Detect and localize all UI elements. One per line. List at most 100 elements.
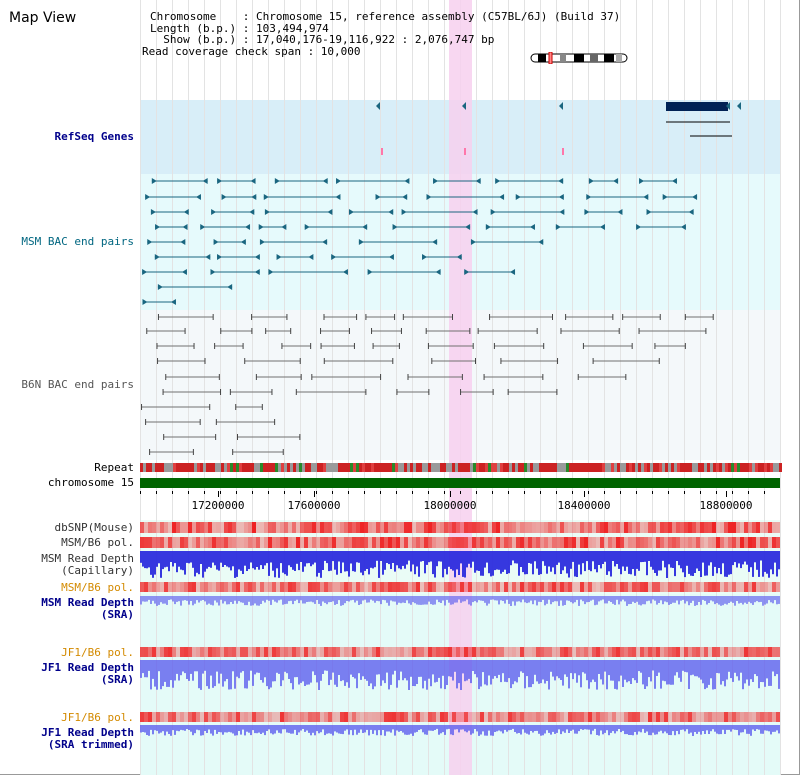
msm-sra-depth-bar[interactable] <box>194 596 196 604</box>
msm-sra-depth-bar[interactable] <box>562 596 564 606</box>
jf1-b6-pol-heat-cell[interactable] <box>740 647 744 657</box>
msm-sra-depth-bar[interactable] <box>350 596 352 601</box>
msm-sra-depth-bar[interactable] <box>508 596 510 604</box>
msm-cap-depth-bar[interactable] <box>632 551 634 569</box>
jf1-b6-pol2-heat-cell[interactable] <box>312 712 316 722</box>
repeat-segment[interactable] <box>491 463 494 472</box>
msm-b6-pol-heat-cell[interactable] <box>156 537 160 548</box>
msm-cap-depth-bar[interactable] <box>420 551 422 562</box>
msm-sra-depth-bar[interactable] <box>348 596 350 602</box>
jf1-trim-depth-bar[interactable] <box>278 725 280 733</box>
repeat-segment[interactable] <box>197 463 200 472</box>
jf1-b6-pol-heat-cell[interactable] <box>656 647 660 657</box>
msm-cap-depth-bar[interactable] <box>652 551 654 570</box>
dbsnp-heat-cell[interactable] <box>292 522 296 533</box>
dbsnp-heat-cell[interactable] <box>756 522 760 533</box>
jf1-b6-pol-heat-cell[interactable] <box>408 647 412 657</box>
msm-sra-depth-bar[interactable] <box>552 596 554 603</box>
jf1-sra-depth-bar[interactable] <box>630 660 632 684</box>
msm-sra-depth-bar[interactable] <box>368 596 370 603</box>
msm-b6-pol-heat-cell[interactable] <box>320 537 324 548</box>
msm-cap-depth-bar[interactable] <box>242 551 244 574</box>
msm-sra-depth-bar[interactable] <box>682 596 684 600</box>
msm-bac-end[interactable] <box>142 299 148 305</box>
jf1-b6-pol2-heat-cell[interactable] <box>444 712 448 722</box>
jf1-trim-depth-bar[interactable] <box>538 725 540 734</box>
msm-sra-depth-bar[interactable] <box>370 596 372 600</box>
jf1-trim-depth-bar[interactable] <box>476 725 478 732</box>
dbsnp-heat-cell[interactable] <box>656 522 660 533</box>
dbsnp-heat-cell[interactable] <box>524 522 528 533</box>
msm-cap-depth-bar[interactable] <box>676 551 678 561</box>
jf1-sra-depth-bar[interactable] <box>216 660 218 672</box>
jf1-trim-depth-bar[interactable] <box>698 725 700 732</box>
jf1-trim-depth-bar[interactable] <box>242 725 244 730</box>
msm-b6-pol2-heat-cell[interactable] <box>620 582 624 592</box>
dbsnp-heat-cell[interactable] <box>732 522 736 533</box>
jf1-sra-depth-bar[interactable] <box>524 660 526 689</box>
msm-sra-depth-bar[interactable] <box>264 596 266 603</box>
jf1-trim-depth-bar[interactable] <box>596 725 598 735</box>
jf1-b6-pol-heat-cell[interactable] <box>156 647 160 657</box>
repeat-segment[interactable] <box>659 463 662 472</box>
repeat-segment[interactable] <box>635 463 638 472</box>
msm-b6-pol-heat-cell[interactable] <box>300 537 304 548</box>
dbsnp-heat-cell[interactable] <box>676 522 680 533</box>
msm-sra-depth-bar[interactable] <box>696 596 698 606</box>
msm-b6-pol-heat-cell[interactable] <box>616 537 620 548</box>
repeat-segment[interactable] <box>554 463 557 472</box>
msm-sra-depth-bar[interactable] <box>768 596 770 601</box>
jf1-sra-depth-bar[interactable] <box>364 660 366 680</box>
msm-b6-pol-heat-cell[interactable] <box>668 537 672 548</box>
msm-b6-pol-heat-cell[interactable] <box>664 537 668 548</box>
dbsnp-heat-cell[interactable] <box>368 522 372 533</box>
jf1-sra-depth-bar[interactable] <box>762 660 764 683</box>
msm-sra-depth-bar[interactable] <box>750 596 752 604</box>
msm-cap-depth-bar[interactable] <box>740 551 742 569</box>
jf1-trim-depth-bar[interactable] <box>648 725 650 736</box>
msm-sra-depth-bar[interactable] <box>480 596 482 601</box>
msm-cap-depth-bar[interactable] <box>598 551 600 565</box>
dbsnp-heat-cell[interactable] <box>776 522 780 533</box>
msm-cap-depth-bar[interactable] <box>528 551 530 563</box>
msm-b6-pol2-heat-cell[interactable] <box>288 582 292 592</box>
msm-b6-pol2-heat-cell[interactable] <box>384 582 388 592</box>
msm-sra-depth-bar[interactable] <box>514 596 516 606</box>
jf1-b6-pol-heat-cell[interactable] <box>624 647 628 657</box>
jf1-b6-pol-heat-cell[interactable] <box>348 647 352 657</box>
dbsnp-heat-cell[interactable] <box>704 522 708 533</box>
msm-sra-depth-bar[interactable] <box>578 596 580 606</box>
msm-sra-depth-bar[interactable] <box>278 596 280 601</box>
jf1-trim-depth-bar[interactable] <box>418 725 420 730</box>
jf1-b6-pol2-heat-cell[interactable] <box>564 712 568 722</box>
msm-b6-pol-heat-cell[interactable] <box>168 537 172 548</box>
jf1-sra-depth-bar[interactable] <box>444 660 446 690</box>
msm-sra-depth-bar[interactable] <box>220 596 222 600</box>
msm-bac-end[interactable] <box>155 224 161 230</box>
repeat-segment[interactable] <box>524 463 527 472</box>
jf1-trim-depth-bar[interactable] <box>444 725 446 735</box>
msm-cap-depth-bar[interactable] <box>458 551 460 575</box>
msm-b6-pol-heat-cell[interactable] <box>400 537 404 548</box>
jf1-trim-depth-bar[interactable] <box>424 725 426 735</box>
msm-cap-depth-bar[interactable] <box>746 551 748 565</box>
msm-bac-end[interactable] <box>472 209 478 215</box>
jf1-trim-depth-bar[interactable] <box>182 725 184 731</box>
jf1-trim-depth-bar[interactable] <box>180 725 182 730</box>
msm-sra-depth-bar[interactable] <box>162 596 164 604</box>
repeat-segment[interactable] <box>515 463 518 472</box>
msm-cap-depth-bar[interactable] <box>412 551 414 565</box>
msm-sra-depth-bar[interactable] <box>724 596 726 604</box>
dbsnp-heat-cell[interactable] <box>244 522 248 533</box>
jf1-sra-depth-bar[interactable] <box>474 660 476 675</box>
msm-bac-end[interactable] <box>213 239 219 245</box>
dbsnp-heat-cell[interactable] <box>252 522 256 533</box>
jf1-b6-pol2-heat-cell[interactable] <box>336 712 340 722</box>
jf1-trim-depth-bar[interactable] <box>332 725 334 736</box>
msm-b6-pol-heat-cell[interactable] <box>212 537 216 548</box>
msm-sra-depth-bar[interactable] <box>714 596 716 605</box>
jf1-trim-depth-bar[interactable] <box>226 725 228 733</box>
msm-sra-depth-bar[interactable] <box>754 596 756 603</box>
jf1-sra-depth-bar[interactable] <box>282 660 284 681</box>
msm-sra-depth-bar[interactable] <box>430 596 432 605</box>
